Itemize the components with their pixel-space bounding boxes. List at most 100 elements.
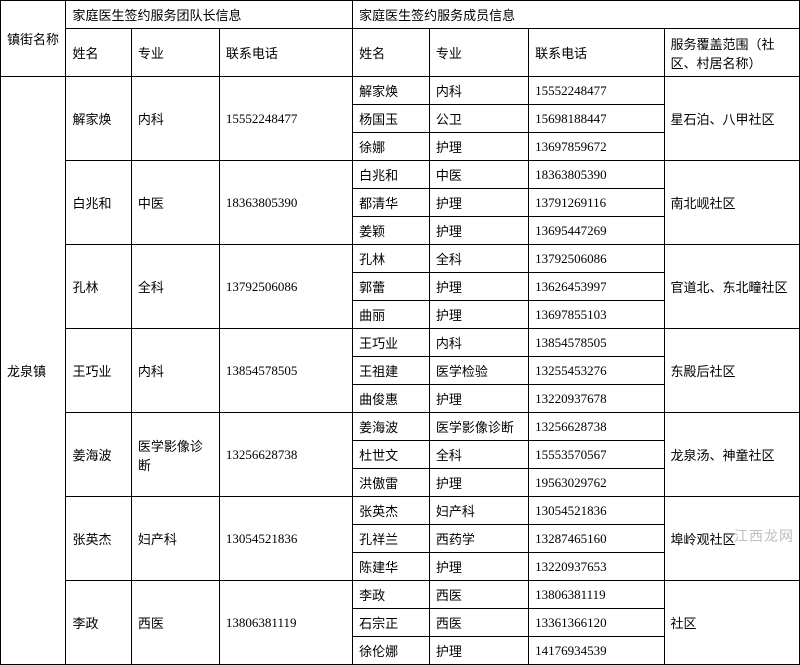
cell-leader-spec: 内科 [131, 329, 219, 413]
cell-leader-phone: 13806381119 [219, 581, 352, 665]
cell-leader-name: 王巧业 [66, 329, 131, 413]
cell-member-name: 孔祥兰 [353, 525, 430, 553]
cell-member-name: 曲丽 [353, 301, 430, 329]
cell-member-name: 郭蕾 [353, 273, 430, 301]
cell-member-name: 徐伦娜 [353, 637, 430, 665]
cell-member-spec: 护理 [429, 553, 528, 581]
cell-member-name: 解家焕 [353, 77, 430, 105]
header-leader-name: 姓名 [66, 29, 131, 77]
cell-leader-name: 解家焕 [66, 77, 131, 161]
cell-member-name: 孔林 [353, 245, 430, 273]
cell-member-name: 王巧业 [353, 329, 430, 357]
cell-member-spec: 妇产科 [429, 497, 528, 525]
cell-member-name: 姜海波 [353, 413, 430, 441]
cell-leader-spec: 内科 [131, 77, 219, 161]
cell-area: 东殿后社区 [664, 329, 799, 413]
cell-member-name: 杜世文 [353, 441, 430, 469]
cell-member-phone: 14176934539 [529, 637, 664, 665]
cell-member-name: 杨国玉 [353, 105, 430, 133]
cell-leader-spec: 西医 [131, 581, 219, 665]
cell-leader-phone: 13854578505 [219, 329, 352, 413]
cell-member-spec: 内科 [429, 329, 528, 357]
header-member-phone: 联系电话 [529, 29, 664, 77]
header-member-spec: 专业 [429, 29, 528, 77]
cell-member-name: 陈建华 [353, 553, 430, 581]
cell-member-phone: 13854578505 [529, 329, 664, 357]
cell-leader-spec: 全科 [131, 245, 219, 329]
header-town: 镇街名称 [1, 1, 66, 77]
cell-area: 社区 [664, 581, 799, 665]
cell-member-spec: 西药学 [429, 525, 528, 553]
cell-leader-phone: 13256628738 [219, 413, 352, 497]
cell-member-name: 王祖建 [353, 357, 430, 385]
cell-member-name: 石宗正 [353, 609, 430, 637]
cell-member-spec: 医学影像诊断 [429, 413, 528, 441]
cell-member-phone: 13695447269 [529, 217, 664, 245]
cell-member-phone: 15698188447 [529, 105, 664, 133]
cell-member-phone: 13256628738 [529, 413, 664, 441]
header-leader-phone: 联系电话 [219, 29, 352, 77]
cell-member-phone: 15553570567 [529, 441, 664, 469]
cell-leader-name: 孔林 [66, 245, 131, 329]
cell-member-phone: 13287465160 [529, 525, 664, 553]
cell-area: 南北岘社区 [664, 161, 799, 245]
cell-member-spec: 护理 [429, 189, 528, 217]
cell-member-spec: 西医 [429, 581, 528, 609]
cell-leader-name: 李政 [66, 581, 131, 665]
table-row: 姜海波医学影像诊断13256628738姜海波医学影像诊断13256628738… [1, 413, 800, 441]
cell-member-spec: 全科 [429, 245, 528, 273]
cell-member-phone: 13255453276 [529, 357, 664, 385]
table-row: 白兆和中医18363805390白兆和中医18363805390南北岘社区 [1, 161, 800, 189]
cell-area: 埠岭观社区 [664, 497, 799, 581]
cell-member-spec: 护理 [429, 217, 528, 245]
cell-member-name: 都清华 [353, 189, 430, 217]
table-row: 龙泉镇解家焕内科15552248477解家焕内科15552248477星石泊、八… [1, 77, 800, 105]
table-row: 王巧业内科13854578505王巧业内科13854578505东殿后社区 [1, 329, 800, 357]
header-member-group: 家庭医生签约服务成员信息 [353, 1, 800, 29]
cell-member-spec: 护理 [429, 469, 528, 497]
cell-member-spec: 全科 [429, 441, 528, 469]
cell-leader-phone: 15552248477 [219, 77, 352, 161]
cell-member-spec: 中医 [429, 161, 528, 189]
cell-member-phone: 13791269116 [529, 189, 664, 217]
cell-member-spec: 护理 [429, 301, 528, 329]
cell-member-spec: 公卫 [429, 105, 528, 133]
cell-leader-name: 张英杰 [66, 497, 131, 581]
cell-member-spec: 护理 [429, 133, 528, 161]
cell-member-phone: 13792506086 [529, 245, 664, 273]
cell-member-phone: 15552248477 [529, 77, 664, 105]
header-leader-group: 家庭医生签约服务团队长信息 [66, 1, 353, 29]
cell-member-spec: 护理 [429, 273, 528, 301]
cell-member-name: 张英杰 [353, 497, 430, 525]
cell-leader-phone: 13054521836 [219, 497, 352, 581]
cell-area: 官道北、东北疃社区 [664, 245, 799, 329]
cell-member-phone: 18363805390 [529, 161, 664, 189]
cell-member-phone: 13054521836 [529, 497, 664, 525]
cell-leader-spec: 妇产科 [131, 497, 219, 581]
doctor-service-table: 镇街名称家庭医生签约服务团队长信息家庭医生签约服务成员信息姓名专业联系电话姓名专… [0, 0, 800, 665]
cell-member-spec: 护理 [429, 385, 528, 413]
cell-leader-phone: 13792506086 [219, 245, 352, 329]
cell-member-phone: 13361366120 [529, 609, 664, 637]
cell-member-name: 徐娜 [353, 133, 430, 161]
cell-member-name: 白兆和 [353, 161, 430, 189]
cell-member-phone: 19563029762 [529, 469, 664, 497]
cell-member-name: 姜颖 [353, 217, 430, 245]
header-area: 服务覆盖范围（社区、村居名称） [664, 29, 799, 77]
cell-member-phone: 13806381119 [529, 581, 664, 609]
cell-member-spec: 医学检验 [429, 357, 528, 385]
cell-member-name: 曲俊惠 [353, 385, 430, 413]
cell-member-spec: 护理 [429, 637, 528, 665]
cell-area: 龙泉汤、神童社区 [664, 413, 799, 497]
cell-member-phone: 13220937678 [529, 385, 664, 413]
cell-member-spec: 内科 [429, 77, 528, 105]
header-leader-spec: 专业 [131, 29, 219, 77]
cell-member-phone: 13626453997 [529, 273, 664, 301]
cell-member-spec: 西医 [429, 609, 528, 637]
cell-town: 龙泉镇 [1, 77, 66, 665]
header-member-name: 姓名 [353, 29, 430, 77]
table-row: 李政西医13806381119李政西医13806381119社区 [1, 581, 800, 609]
cell-member-phone: 13697855103 [529, 301, 664, 329]
cell-member-name: 李政 [353, 581, 430, 609]
cell-member-name: 洪傲雷 [353, 469, 430, 497]
